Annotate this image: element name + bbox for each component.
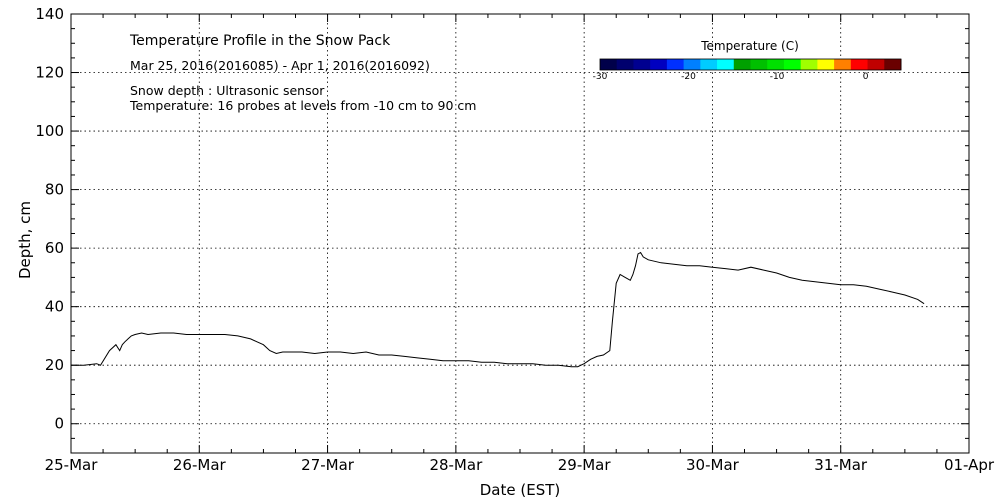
note-snow-depth: Snow depth : Ultrasonic sensor (130, 83, 325, 98)
colorbar-swatch (767, 59, 785, 70)
temperature-colorbar: Temperature (C) -30 -20 -10 0 (593, 39, 902, 82)
colorbar-frame (599, 58, 902, 71)
x-tick-label: 29-Mar (558, 456, 612, 474)
snow-depth-line (71, 251, 925, 368)
x-tick-label: 26-Mar (173, 456, 227, 474)
x-tick-labels: 25-Mar 26-Mar 27-Mar 28-Mar 29-Mar 30-Mar 31-M… (45, 456, 995, 474)
y-tick-label: 80 (45, 181, 64, 199)
colorbar-swatch (750, 59, 768, 70)
colorbar-swatch (884, 59, 902, 70)
grid-lines (71, 14, 969, 453)
colorbar-swatch (817, 59, 835, 70)
note-temperature: Temperature: 16 probes at levels from -1… (129, 98, 476, 113)
axis-ticks (70, 13, 970, 454)
colorbar-tick-labels: -30 -20 -10 0 (593, 72, 869, 82)
y-tick-label: 120 (35, 64, 64, 82)
x-tick-label: 30-Mar (686, 456, 740, 474)
colorbar-swatch (867, 59, 885, 70)
colorbar-swatch (850, 59, 869, 70)
y-tick-label: 100 (35, 122, 64, 140)
colorbar-swatch (666, 59, 685, 70)
colorbar-swatch (834, 59, 852, 70)
colorbar-swatch (600, 59, 618, 70)
y-tick-label: 20 (45, 356, 64, 374)
colorbar-tick-label: -20 (681, 72, 696, 82)
x-axis-label: Date (EST) (480, 481, 561, 499)
x-tick-label: 01-Apr (944, 456, 995, 474)
chart-title: Temperature Profile in the Snow Pack (129, 33, 391, 49)
colorbar-swatch (700, 59, 718, 70)
colorbar-tick-label: -30 (593, 72, 608, 82)
x-tick-label: 31-Mar (814, 456, 868, 474)
colorbar-swatch (683, 59, 701, 70)
y-tick-labels: 0 20 40 60 80 100 120 140 (35, 5, 64, 433)
x-tick-label: 25-Mar (45, 456, 99, 474)
x-tick-label: 28-Mar (429, 456, 483, 474)
colorbar-tick-label: -10 (770, 72, 785, 82)
colorbar-swatch (616, 59, 634, 70)
y-tick-label: 0 (54, 415, 64, 433)
y-axis-label: Depth, cm (16, 201, 34, 279)
colorbar-swatches (600, 59, 902, 70)
colorbar-swatch (783, 59, 802, 70)
y-tick-label: 140 (35, 5, 64, 23)
colorbar-tick-label: 0 (863, 72, 869, 82)
colorbar-swatch (633, 59, 651, 70)
colorbar-swatch (650, 59, 668, 70)
y-tick-label: 40 (45, 298, 64, 316)
colorbar-swatch (733, 59, 751, 70)
x-tick-label: 27-Mar (301, 456, 355, 474)
colorbar-title: Temperature (C) (700, 39, 799, 53)
chart-subtitle: Mar 25, 2016(2016085) - Apr 1, 2016(2016… (130, 58, 430, 73)
colorbar-swatch (717, 59, 735, 70)
colorbar-swatch (800, 59, 818, 70)
y-tick-label: 60 (45, 239, 64, 257)
